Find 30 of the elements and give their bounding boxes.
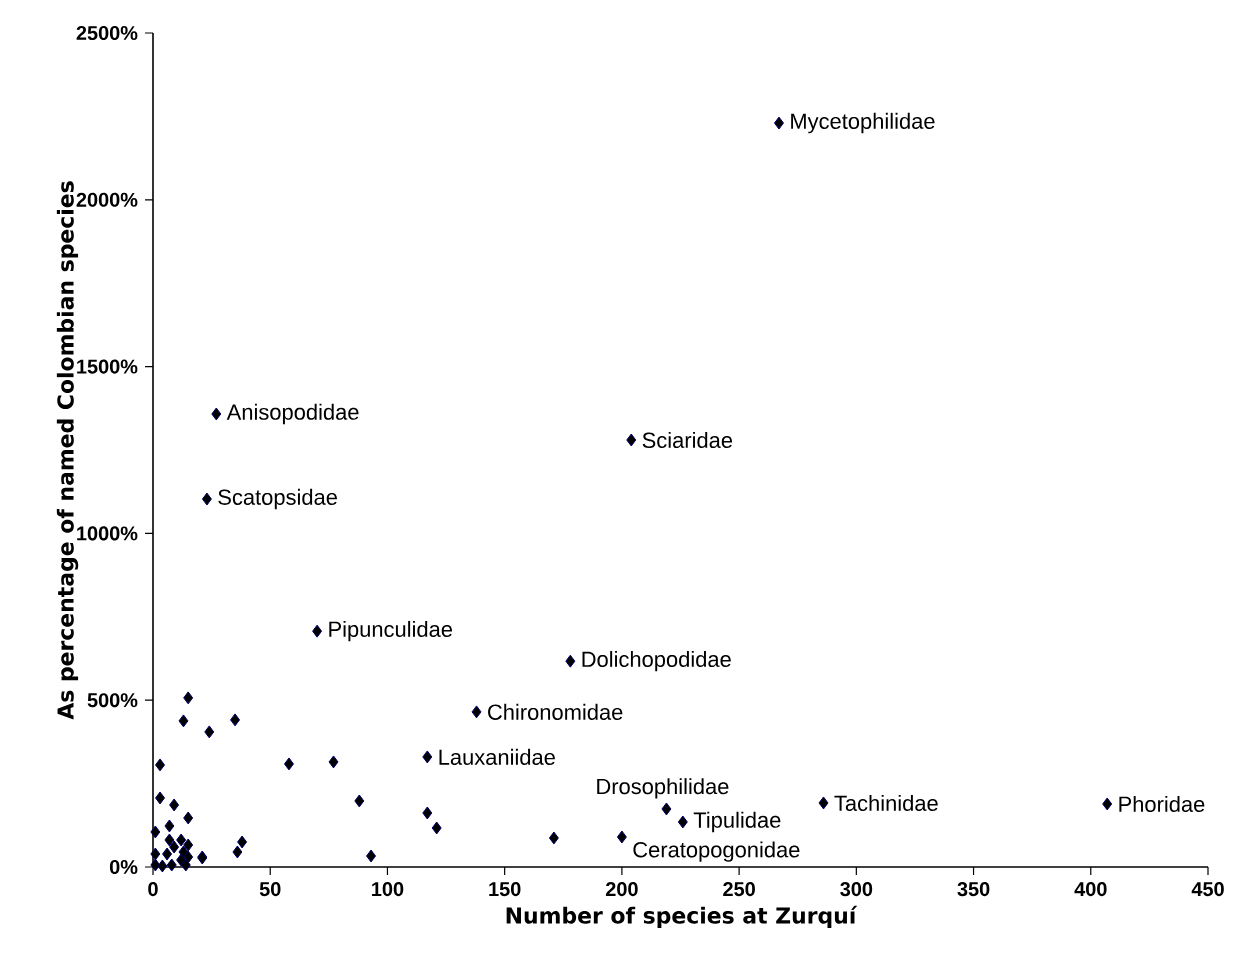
- x-tick-label: 300: [840, 882, 873, 897]
- y-tick-label: 500%: [87, 693, 138, 708]
- annotation: Phoridae: [1119, 795, 1205, 812]
- x-tick-label: 150: [489, 882, 521, 897]
- annotation: Pipunculidae: [329, 620, 453, 642]
- x-tick-label: 450: [1191, 882, 1224, 897]
- y-tick-label: 1500%: [77, 359, 138, 374]
- y-tick-label: 2500%: [76, 25, 138, 41]
- x-tick-label: 100: [372, 882, 404, 897]
- y-tick-label: 2000%: [76, 192, 138, 207]
- x-tick-label: 350: [957, 882, 990, 897]
- annotation: Mycetophilidae: [791, 112, 935, 134]
- annotation: Dolichopodidae: [582, 650, 731, 672]
- annotation: Lauxaniidae: [439, 748, 555, 765]
- annotation: Chironomidae: [488, 703, 623, 720]
- x-tick-label: 200: [605, 882, 638, 897]
- annotation: Anisopodidae: [226, 403, 359, 425]
- x-tick-label: 50: [259, 882, 281, 897]
- x-tick-label: 250: [723, 882, 755, 897]
- y-tick-label: 0%: [109, 859, 138, 875]
- x-axis-title: Number of species at Zurquí: [506, 905, 858, 928]
- annotation: Sciaridae: [642, 431, 733, 449]
- x-tick-label: 400: [1074, 882, 1107, 897]
- y-tick-label: 1000%: [77, 526, 138, 541]
- annotation: Tipulidae: [693, 811, 781, 833]
- x-tick-label: 0: [148, 882, 158, 897]
- annotation: Drosophilidae: [597, 778, 729, 799]
- annotation: Ceratopogonidae: [633, 841, 800, 862]
- annotation: Tachinidae: [834, 794, 938, 811]
- annotation: Scatopsidae: [218, 488, 337, 510]
